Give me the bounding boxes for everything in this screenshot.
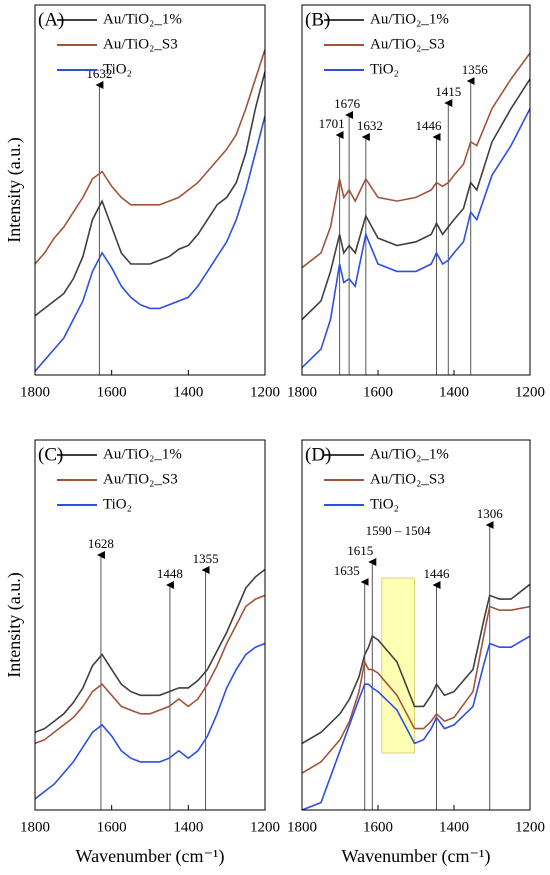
peak-label: 1415 xyxy=(435,84,461,99)
spectrum-line xyxy=(302,52,530,269)
peak-label: 1446 xyxy=(424,566,451,581)
panel-label: (A) xyxy=(38,9,64,30)
legend-label: Au/TiO₂_S3 xyxy=(370,36,445,52)
spectrum-line xyxy=(35,71,265,317)
spectrum-line xyxy=(35,568,265,734)
legend-label: Au/TiO₂_1% xyxy=(103,446,182,462)
spectrum-line xyxy=(302,635,530,810)
plot-frame xyxy=(34,4,266,376)
x-axis-label: Wavenumber (cm⁻¹) xyxy=(342,846,491,867)
x-tick-label: 1200 xyxy=(250,384,280,400)
peak-label: 1701 xyxy=(319,116,345,131)
y-axis-label: Intensity (a.u.) xyxy=(4,137,25,242)
highlight-band xyxy=(381,577,415,754)
x-tick-label: 1400 xyxy=(439,819,469,835)
spectrum-line xyxy=(302,605,530,774)
plot-frame xyxy=(301,439,531,811)
legend-label: Au/TiO₂_S3 xyxy=(103,36,178,52)
peak-label: 1306 xyxy=(477,506,504,521)
legend-label: Au/TiO₂_1% xyxy=(370,11,449,27)
peak-label: 1446 xyxy=(416,118,443,133)
x-tick-label: 1400 xyxy=(173,384,203,400)
x-tick-label: 1800 xyxy=(20,819,50,835)
plot-frame xyxy=(34,439,266,811)
panel: 1628 1448 1355 Au/TiO₂_1% Au/TiO₂_S3 TiO₂ (C) 1… xyxy=(4,439,280,867)
spectrum-line xyxy=(302,583,530,745)
legend-label: Au/TiO₂_1% xyxy=(103,11,182,27)
peak-label: 1355 xyxy=(193,551,219,566)
spectrum-line xyxy=(302,78,530,321)
x-tick-label: 1400 xyxy=(173,819,203,835)
peak-label: 1632 xyxy=(357,118,383,133)
x-tick-label: 1600 xyxy=(363,819,393,835)
y-axis-label: Intensity (a.u.) xyxy=(4,572,25,677)
panel-label: (C) xyxy=(38,444,63,465)
peak-label: 1676 xyxy=(334,96,361,111)
x-tick-label: 1800 xyxy=(20,384,50,400)
spectrum-line xyxy=(302,108,530,369)
legend-label: Au/TiO₂_1% xyxy=(370,446,449,462)
x-tick-label: 1800 xyxy=(287,819,317,835)
legend-label: Au/TiO₂_S3 xyxy=(103,471,178,487)
x-tick-label: 1200 xyxy=(515,384,545,400)
plot-frame xyxy=(301,4,531,376)
peak-label: 1448 xyxy=(157,566,183,581)
spectrum-line xyxy=(35,49,265,265)
spectrum-line xyxy=(35,115,265,372)
x-axis-label: Wavenumber (cm⁻¹) xyxy=(76,846,225,867)
legend-label: TiO₂ xyxy=(370,61,399,77)
x-tick-label: 1600 xyxy=(363,384,393,400)
panel-label: (D) xyxy=(305,444,331,465)
x-tick-label: 1200 xyxy=(250,819,280,835)
peak-label: 1356 xyxy=(462,62,489,77)
band-label: 1590 – 1504 xyxy=(366,523,432,538)
x-tick-label: 1200 xyxy=(515,819,545,835)
x-tick-label: 1600 xyxy=(97,384,127,400)
peak-label: 1635 xyxy=(334,563,360,578)
legend-label: TiO₂ xyxy=(370,496,399,512)
spectrum-line xyxy=(35,642,265,800)
x-tick-label: 1400 xyxy=(439,384,469,400)
peak-label: 1615 xyxy=(347,543,373,558)
x-tick-label: 1600 xyxy=(97,819,127,835)
panel-label: (B) xyxy=(305,9,330,30)
legend-label: Au/TiO₂_S3 xyxy=(370,471,445,487)
legend-label: TiO₂ xyxy=(103,496,132,512)
panel: 1590 – 1504 1635 1615 1446 1306 Au/TiO₂_1% Au/… xyxy=(287,439,545,867)
peak-label: 1628 xyxy=(88,536,114,551)
x-tick-label: 1800 xyxy=(287,384,317,400)
spectrum-line xyxy=(35,594,265,745)
legend-label: TiO₂ xyxy=(103,61,132,77)
